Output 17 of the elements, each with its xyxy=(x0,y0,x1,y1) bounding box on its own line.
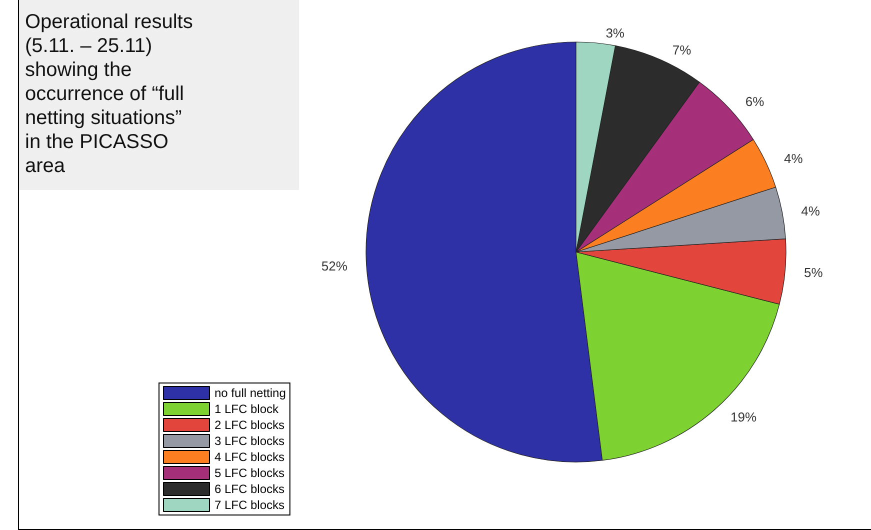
text: Operational results (5.11. – 25.11) showing the occurrence of “full netting situations” in the PICASSO area xyxy=(25,11,198,177)
data-label: 4% xyxy=(801,203,820,218)
legend-label: 4 LFC blocks xyxy=(214,450,285,464)
legend-label: no full netting xyxy=(214,386,286,400)
data-label: 7% xyxy=(672,42,692,58)
data-label: 19% xyxy=(730,410,757,425)
data-label: 3% xyxy=(606,25,625,40)
legend-label: 2 LFC blocks xyxy=(214,418,285,432)
data-label: 52% xyxy=(321,258,348,274)
data-label: 4% xyxy=(784,150,804,166)
legend-label: 1 LFC block xyxy=(214,402,280,416)
data-label: 6% xyxy=(745,94,765,109)
data-label: 5% xyxy=(804,265,824,280)
legend-label: 6 LFC blocks xyxy=(214,482,285,496)
legend-label: 7 LFC blocks xyxy=(214,498,285,512)
legend-label: 5 LFC blocks xyxy=(214,466,285,480)
legend-label: 3 LFC blocks xyxy=(214,434,285,448)
